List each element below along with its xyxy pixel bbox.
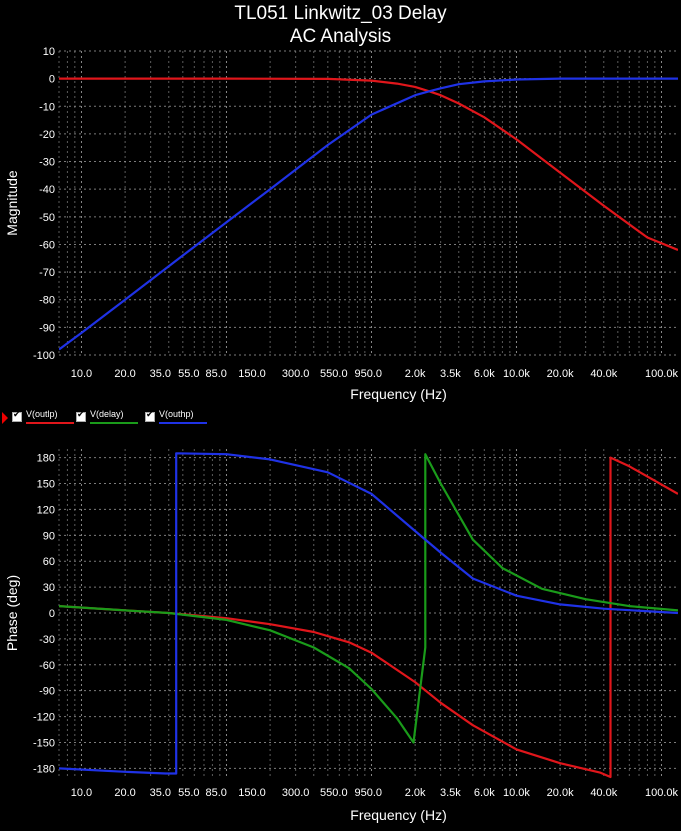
title-line-1: TL051 Linkwitz_03 Delay <box>234 3 447 24</box>
x-tick-label: 20.0k <box>547 368 574 380</box>
y-tick-label: 60 <box>43 556 55 568</box>
x-tick-label: 20.0 <box>114 368 135 380</box>
series-line-voutlp <box>59 456 678 779</box>
legend-swatch <box>159 422 207 424</box>
legend-swatch <box>90 422 138 424</box>
x-tick-label: 20.0 <box>114 787 135 799</box>
x-tick-label: 300.0 <box>282 787 310 799</box>
x-tick-label: 3.5k <box>440 368 461 380</box>
y-tick-label: -60 <box>39 239 55 251</box>
legend-label: V(delay) <box>90 409 124 419</box>
series-line-voutlp <box>59 77 678 252</box>
y-tick-label: -10 <box>39 101 55 113</box>
x-tick-label: 100.0k <box>645 787 679 799</box>
x-tick-label: 550.0 <box>320 787 348 799</box>
x-tick-label: 20.0k <box>547 787 574 799</box>
y-tick-label: -90 <box>39 322 55 334</box>
phase-chart: 180 150 120 90 60 30 0 -30 -60 -90 -120 -150 -180 10.… <box>4 449 678 823</box>
x-tick-label: 55.0 <box>178 368 199 380</box>
series-line-vouthp <box>59 77 678 351</box>
x-tick-label: 150.0 <box>238 787 266 799</box>
y-tick-label: 30 <box>43 582 55 594</box>
series-line-vouthp <box>59 452 678 775</box>
y-tick-label: 180 <box>37 453 55 465</box>
y-tick-label: -30 <box>39 157 55 169</box>
checkbox-outhp[interactable] <box>145 410 155 422</box>
x-tick-label: 40.0k <box>590 787 617 799</box>
series-line-vdelay <box>59 453 678 744</box>
checkbox-delay[interactable] <box>76 410 86 422</box>
x-tick-label: 10.0 <box>71 787 92 799</box>
x-tick-label: 85.0 <box>206 368 227 380</box>
x-tick-label: 40.0k <box>590 368 617 380</box>
x-tick-label: 85.0 <box>206 787 227 799</box>
y-tick-label: -180 <box>33 763 55 775</box>
grid <box>58 449 678 777</box>
magnitude-chart: 10 0 -10 -20 -30 -40 -50 -60 -70 -80 -90 -100 10.0 20… <box>4 46 678 402</box>
y-tick-label: -70 <box>39 267 55 279</box>
y-tick-label: -30 <box>39 634 55 646</box>
x-tick-label: 10.0 <box>71 368 92 380</box>
y-tick-label: -80 <box>39 295 55 307</box>
chart-title: TL051 Linkwitz_03 Delay AC Analysis <box>0 2 681 48</box>
x-tick-label: 950.0 <box>354 368 382 380</box>
x-tick-label: 2.0k <box>405 787 426 799</box>
legend-swatch <box>26 422 74 424</box>
legend: V(outlp) V(delay) V(outhp) <box>0 406 681 428</box>
y-tick-label: -50 <box>39 212 55 224</box>
x-tick-label: 300.0 <box>282 368 310 380</box>
y-axis-label: Phase (deg) <box>4 575 20 651</box>
x-tick-label: 35.0 <box>150 368 171 380</box>
x-tick-label: 3.5k <box>440 787 461 799</box>
x-tick-label: 550.0 <box>320 368 348 380</box>
x-tick-label: 10.0k <box>503 368 530 380</box>
y-tick-label: -120 <box>33 712 55 724</box>
legend-marker-icon <box>2 412 8 424</box>
x-tick-label: 10.0k <box>503 787 530 799</box>
y-tick-label: -40 <box>39 184 55 196</box>
x-tick-label: 950.0 <box>354 787 382 799</box>
legend-label: V(outhp) <box>159 409 194 419</box>
x-tick-label: 55.0 <box>178 787 199 799</box>
grid <box>58 50 678 356</box>
x-tick-label: 150.0 <box>238 368 266 380</box>
x-axis-label: Frequency (Hz) <box>350 386 446 402</box>
title-line-2: AC Analysis <box>289 26 392 47</box>
y-tick-label: 120 <box>37 504 55 516</box>
x-tick-label: 6.0k <box>474 787 495 799</box>
y-tick-label: 0 <box>49 608 55 620</box>
y-tick-label: -60 <box>39 660 55 672</box>
y-tick-label: 90 <box>43 530 55 542</box>
y-tick-label: -100 <box>33 350 55 362</box>
y-axis-label: Magnitude <box>4 170 20 236</box>
x-tick-label: 6.0k <box>474 368 495 380</box>
legend-label: V(outlp) <box>26 409 58 419</box>
x-axis-label: Frequency (Hz) <box>350 807 446 823</box>
y-tick-label: 150 <box>37 479 55 491</box>
checkbox-outlp[interactable] <box>12 410 22 422</box>
x-tick-label: 2.0k <box>405 368 426 380</box>
y-tick-label: -20 <box>39 129 55 141</box>
y-tick-label: 10 <box>43 46 55 58</box>
x-tick-label: 100.0k <box>645 368 679 380</box>
y-tick-label: -90 <box>39 686 55 698</box>
y-tick-label: 0 <box>49 74 55 86</box>
x-tick-label: 35.0 <box>150 787 171 799</box>
y-tick-label: -150 <box>33 737 55 749</box>
